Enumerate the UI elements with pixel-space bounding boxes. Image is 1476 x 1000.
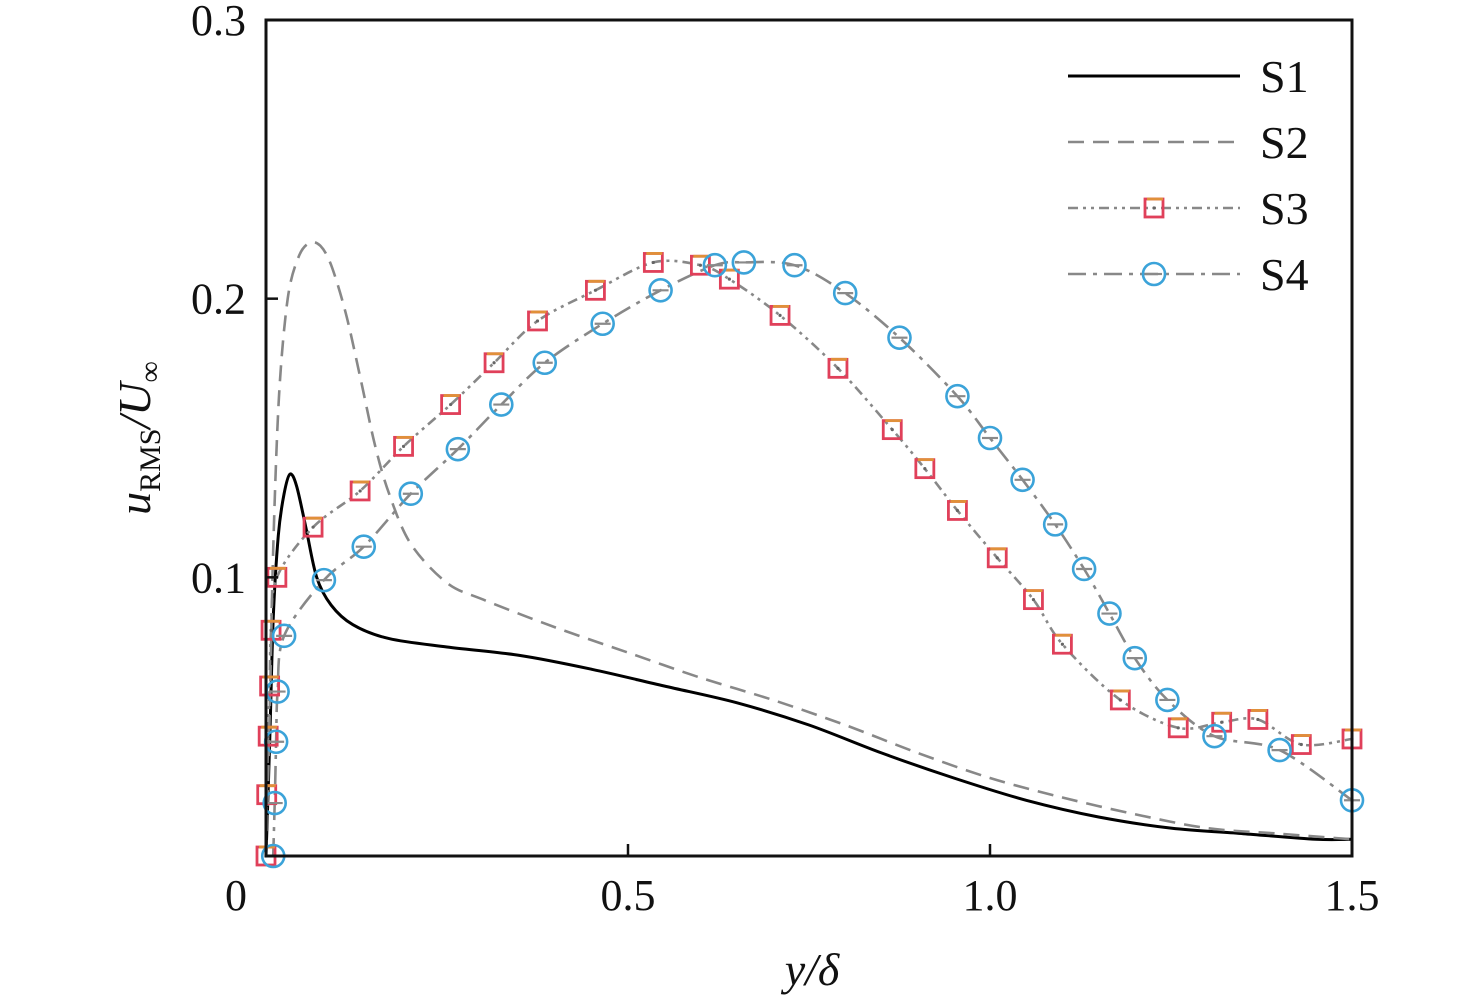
series-s3-point-7-dot: [358, 489, 362, 493]
series-s3-point-10-dot: [492, 361, 496, 365]
series-s3-point-23-dot: [1060, 642, 1064, 646]
legend-s1-label: S1: [1260, 51, 1309, 102]
series-s3-point-24-dot: [1118, 698, 1122, 702]
series-s4-point-12: [648, 278, 673, 303]
series-s4-point-1: [262, 790, 287, 816]
series-s3-point-12-dot: [593, 288, 598, 292]
legend-s4-label: S4: [1260, 249, 1309, 300]
series-s4-point-25: [1155, 687, 1180, 713]
legend-s4-marker: [1141, 261, 1167, 287]
series-s4-point-6: [351, 534, 377, 559]
y-axis-label-main: u: [109, 492, 160, 515]
axis-ticks: 0 0.5 1.0 1.5 0.1 0.2 0.3: [191, 0, 1380, 920]
legend: S1 S2 S3 S4: [1068, 51, 1309, 300]
y-tick-label-0-3: 0.3: [191, 0, 246, 45]
y-axis-label-sub: RMS: [134, 429, 167, 492]
series-s4-point-5: [311, 567, 337, 593]
y-tick-label-0-1: 0.1: [191, 553, 246, 602]
series-s4-point-18: [945, 383, 970, 409]
x-tick-label-0: 0: [225, 871, 247, 920]
series-s3-point-21-dot: [995, 556, 999, 560]
series-s4-point-17: [887, 325, 912, 350]
series-s4-point-13: [702, 252, 728, 278]
series-s1-line: [266, 472, 1352, 856]
y-axis-label-sub2: ∞: [134, 361, 167, 382]
series-s4-point-8: [445, 436, 471, 462]
y-axis-label: uRMS/U∞: [109, 361, 167, 515]
x-tick-label-1-5: 1.5: [1325, 871, 1380, 920]
series-s3-point-20-dot: [955, 508, 960, 513]
series-s3-point-16-dot: [778, 313, 782, 317]
series-s4-point-11: [590, 311, 615, 337]
series-s4-point-20: [1010, 467, 1035, 493]
legend-s2-label: S2: [1260, 117, 1309, 168]
series-s4-point-14: [731, 250, 757, 275]
series-s3-point-25-dot: [1176, 726, 1180, 730]
legend-s3-label: S3: [1260, 183, 1309, 234]
series-s3-point-22-dot: [1031, 598, 1036, 602]
series-s4-point-10: [532, 350, 558, 376]
series-s4-point-21: [1042, 512, 1068, 537]
series-s4-point-19: [977, 425, 1003, 451]
series-s3-point-18-dot: [890, 428, 894, 432]
series-s4-line: [271, 260, 1352, 856]
x-axis-label: y/δ: [781, 944, 840, 995]
y-tick-label-0-2: 0.2: [191, 275, 246, 324]
series-s3-line: [266, 259, 1352, 856]
series-s3-point-15-dot: [727, 277, 731, 281]
series-s3-point-28-dot: [1299, 742, 1303, 747]
series-s3-point-8-dot: [401, 444, 406, 448]
series-s3-point-6-dot: [311, 525, 315, 529]
series-s3-point-27-dot: [1256, 717, 1260, 722]
series-s2-line: [266, 240, 1352, 856]
series-s4-point-16: [832, 280, 858, 306]
series-s3-point-14-dot: [698, 263, 703, 267]
series-s4-point-9: [488, 392, 514, 417]
series-s4-point-24: [1122, 645, 1148, 671]
x-tick-label-0-5: 0.5: [601, 871, 656, 920]
x-tick-label-1-0: 1.0: [963, 871, 1018, 920]
series-s3-point-4-dot: [269, 628, 273, 632]
series-s3-point-9-dot: [449, 402, 453, 407]
series-s4-point-27: [1267, 737, 1292, 763]
series-s3-point-26-dot: [1220, 720, 1224, 724]
series-s4-point-22: [1071, 556, 1097, 582]
series-s3-point-19-dot: [923, 467, 927, 471]
series-s3-point-11-dot: [535, 319, 540, 323]
series-s4-point-26: [1202, 723, 1227, 749]
series-layer: [266, 240, 1352, 856]
series-s4-point-15: [782, 252, 807, 278]
series-s3-point-17-dot: [836, 366, 840, 370]
series-s4-point-4: [271, 623, 297, 649]
legend-s3-marker-dot: [1152, 206, 1156, 210]
series-s4-point-23: [1097, 601, 1122, 626]
plot-frame: [264, 18, 1354, 858]
y-axis-label-rest: /U: [109, 380, 160, 432]
series-s4-point-7: [398, 481, 424, 507]
series-s3-point-13-dot: [651, 260, 655, 265]
